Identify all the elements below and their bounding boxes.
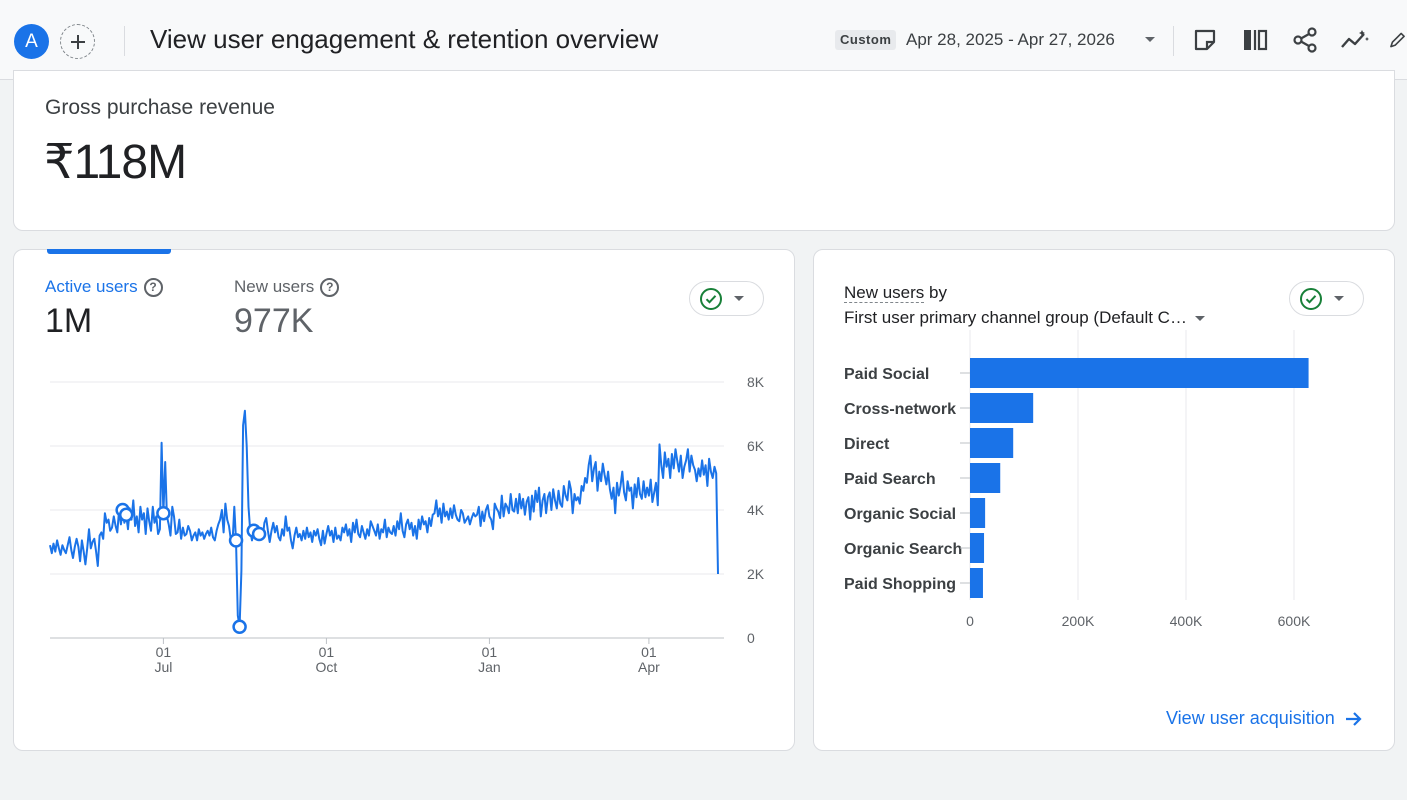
help-icon[interactable]: ? xyxy=(143,277,163,297)
bar xyxy=(970,568,983,598)
x-tick-day-label: 01 xyxy=(482,644,498,660)
caret-down-icon xyxy=(734,296,744,301)
channel-card-title: New users by xyxy=(844,283,947,303)
compare-icon[interactable] xyxy=(1240,22,1270,58)
channel-bar-chart: 0 200K 400K 600K Paid Social Cross-network Dir… xyxy=(844,330,1311,629)
top-bar: A View user engagement & retention overv… xyxy=(0,0,1407,80)
y-tick-label: 4K xyxy=(747,502,765,518)
x-tick-label: 0 xyxy=(966,613,974,629)
bar-category-label: Paid Shopping xyxy=(844,576,956,593)
view-user-acquisition-link[interactable]: View user acquisition xyxy=(1166,708,1363,729)
help-icon[interactable]: ? xyxy=(320,277,340,297)
note-icon[interactable] xyxy=(1190,22,1220,58)
active-users-value: 1M xyxy=(45,302,93,340)
revenue-card: Gross purchase revenue ₹118M xyxy=(13,70,1395,231)
caret-down-icon xyxy=(1194,315,1205,321)
add-comparison-button[interactable] xyxy=(60,24,95,59)
x-tick-label: 400K xyxy=(1170,613,1203,629)
avatar[interactable]: A xyxy=(14,24,49,59)
anomaly-marker xyxy=(251,526,267,542)
y-tick-label: 6K xyxy=(747,438,765,454)
divider xyxy=(1173,26,1174,56)
bar-category-label: Organic Social xyxy=(844,506,956,523)
share-icon[interactable] xyxy=(1290,22,1320,58)
y-tick-label: 2K xyxy=(747,566,765,582)
x-tick-day-label: 01 xyxy=(641,644,657,660)
x-tick-month-label: Oct xyxy=(316,659,338,675)
bar-category-label: Paid Social xyxy=(844,366,929,383)
dimension-dropdown[interactable]: First user primary channel group (Defaul… xyxy=(844,308,1205,328)
series-line-active-users xyxy=(49,409,719,628)
bar xyxy=(970,393,1034,423)
title-suffix: by xyxy=(924,283,947,302)
date-dropdown-caret-icon[interactable] xyxy=(1145,37,1155,42)
new-users-label: New users xyxy=(234,277,315,296)
x-tick-label: 200K xyxy=(1062,613,1095,629)
check-circle-icon xyxy=(700,287,722,310)
x-tick-month-label: Jul xyxy=(154,659,172,675)
arrow-right-icon xyxy=(1345,711,1362,726)
bar-category-label: Cross-network xyxy=(844,401,956,418)
anomaly-marker xyxy=(228,533,244,548)
date-mode-chip[interactable]: Custom xyxy=(835,30,897,50)
tab-active-users[interactable]: Active users ? xyxy=(45,277,163,297)
check-circle-icon xyxy=(1300,287,1322,310)
x-tick-month-label: Apr xyxy=(638,659,660,675)
bar xyxy=(970,463,1001,493)
new-users-by-channel-card: New users by First user primary channel … xyxy=(813,249,1395,751)
bar-category-label: Paid Search xyxy=(844,471,936,488)
view-user-acquisition-label: View user acquisition xyxy=(1166,708,1335,728)
new-users-value: 977K xyxy=(234,302,314,340)
users-trend-card: Active users ? 1M New users ? 977K 0 2K 4K… xyxy=(13,249,795,751)
bar xyxy=(970,428,1014,458)
x-tick-day-label: 01 xyxy=(156,644,172,660)
anomaly-marker xyxy=(232,619,247,635)
new-users-metric-link[interactable]: New users xyxy=(844,283,925,303)
page-title: View user engagement & retention overvie… xyxy=(150,24,659,54)
active-tab-indicator xyxy=(47,249,171,254)
bar-category-label: Direct xyxy=(844,436,890,453)
add-icon xyxy=(70,34,85,49)
active-users-label: Active users xyxy=(45,277,138,296)
dimension-label: First user primary channel group (Defaul… xyxy=(844,308,1187,327)
x-tick-label: 600K xyxy=(1278,613,1311,629)
divider xyxy=(124,26,125,56)
date-range-picker[interactable]: Apr 28, 2025 - Apr 27, 2026 xyxy=(906,30,1115,49)
y-tick-label: 0 xyxy=(747,630,755,646)
anomaly-marker xyxy=(118,507,134,523)
insights-icon[interactable] xyxy=(1340,22,1370,58)
revenue-value: ₹118M xyxy=(44,136,187,189)
revenue-label: Gross purchase revenue xyxy=(45,96,275,119)
bar-category-label: Organic Search xyxy=(844,541,962,558)
tab-new-users[interactable]: New users ? xyxy=(234,277,340,297)
caret-down-icon xyxy=(1334,296,1344,301)
anomaly-marker xyxy=(156,505,171,521)
y-tick-label: 8K xyxy=(747,374,765,390)
data-quality-dropdown[interactable] xyxy=(689,281,764,316)
edit-icon[interactable] xyxy=(1388,22,1407,58)
x-tick-month-label: Jan xyxy=(478,659,501,675)
data-quality-dropdown[interactable] xyxy=(1289,281,1364,316)
x-tick-day-label: 01 xyxy=(319,644,335,660)
bar xyxy=(970,358,1309,388)
bar xyxy=(970,533,985,563)
bar xyxy=(970,498,986,528)
